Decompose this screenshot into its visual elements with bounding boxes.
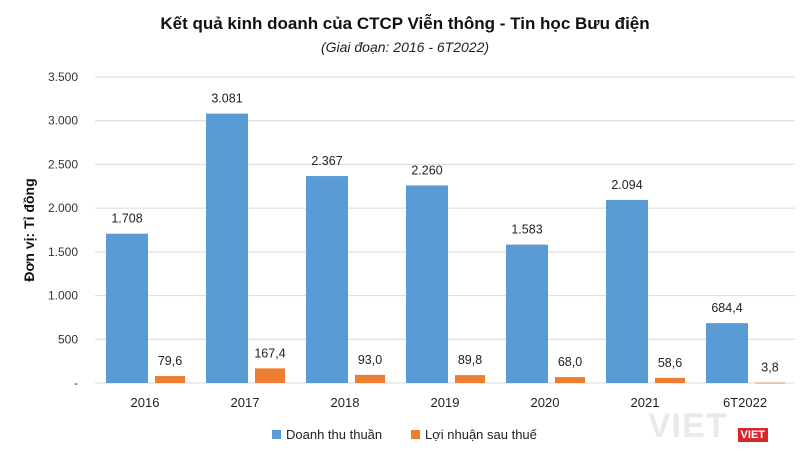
y-tick-label: 2.000 [48, 201, 78, 215]
watermark-logo: VIET VIET [648, 406, 768, 446]
revenue-data-label: 2.260 [411, 163, 442, 177]
x-tick-label: 2016 [131, 395, 160, 410]
y-tick-label: 3.500 [48, 70, 78, 84]
profit-bar [255, 368, 285, 383]
profit-data-label: 58,6 [658, 356, 682, 370]
legend-swatch [411, 430, 420, 439]
revenue-data-label: 1.583 [511, 223, 542, 237]
revenue-data-label: 1.708 [111, 212, 142, 226]
profit-data-label: 79,6 [158, 354, 182, 368]
x-tick-label: 2021 [631, 395, 660, 410]
x-tick-label: 6T2022 [723, 395, 767, 410]
watermark-badge: VIET [737, 428, 768, 442]
watermark-text: VIET [648, 407, 728, 445]
y-axis-title: Đơn vị: Tỉ đồng [21, 178, 37, 281]
revenue-data-label: 2.094 [611, 178, 642, 192]
y-tick-label: 1.500 [48, 245, 78, 259]
profit-bar [755, 382, 785, 384]
profit-data-label: 89,8 [458, 353, 482, 367]
revenue-data-label: 3.081 [211, 92, 242, 106]
y-tick-label: 3.000 [48, 114, 78, 128]
profit-data-label: 3,8 [761, 361, 778, 375]
revenue-data-label: 2.367 [311, 154, 342, 168]
revenue-bar [406, 185, 448, 383]
revenue-bar [706, 323, 748, 383]
revenue-bar [506, 244, 548, 383]
y-tick-label: - [74, 376, 78, 390]
profit-bar [355, 374, 385, 383]
profit-bar [155, 376, 185, 383]
legend-label: Doanh thu thuần [286, 427, 382, 442]
profit-data-label: 167,4 [254, 346, 285, 360]
revenue-bar [206, 113, 248, 383]
profit-bar [455, 375, 485, 383]
profit-data-label: 68,0 [558, 355, 582, 369]
profit-bar [655, 377, 685, 383]
x-tick-label: 2017 [231, 395, 260, 410]
revenue-bar [106, 233, 148, 383]
x-tick-label: 2019 [431, 395, 460, 410]
chart-title: Kết quả kinh doanh của CTCP Viễn thông -… [160, 14, 650, 33]
revenue-data-label: 684,4 [711, 301, 742, 315]
revenue-bar [606, 199, 648, 383]
legend-label: Lợi nhuận sau thuế [425, 427, 538, 442]
x-tick-label: 2020 [531, 395, 560, 410]
y-tick-label: 2.500 [48, 157, 78, 171]
x-tick-label: 2018 [331, 395, 360, 410]
legend-swatch [272, 430, 281, 439]
revenue-bar [306, 176, 348, 383]
y-tick-label: 1.000 [48, 289, 78, 303]
profit-data-label: 93,0 [358, 353, 382, 367]
y-tick-label: 500 [58, 332, 78, 346]
chart-subtitle: (Giai đoạn: 2016 - 6T2022) [320, 39, 490, 55]
profit-bar [555, 377, 585, 383]
